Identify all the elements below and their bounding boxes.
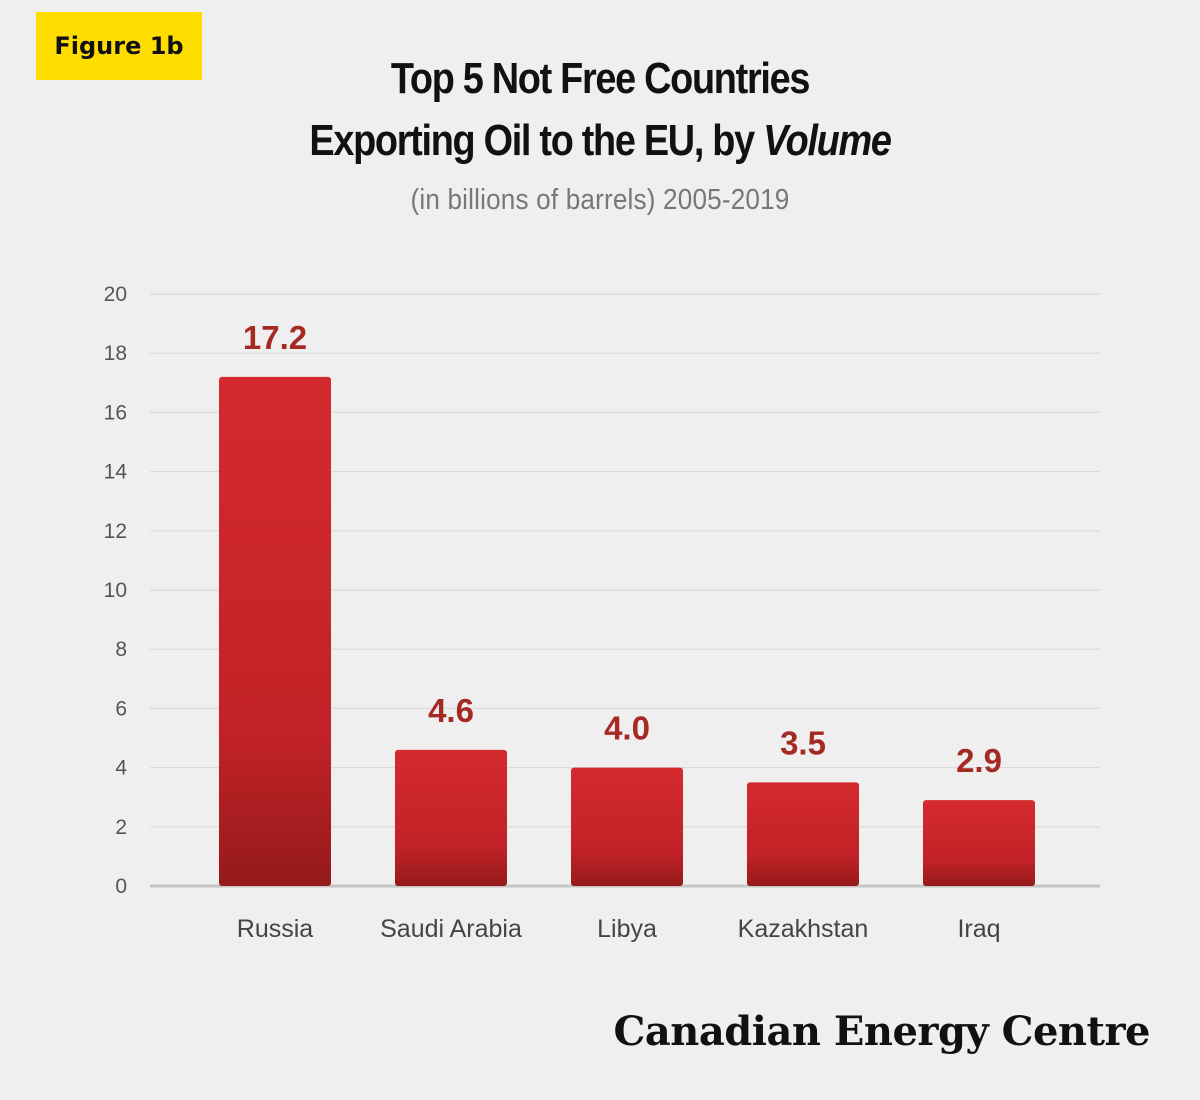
bar-chart: 0 2 4 6 8 10 12 14 16 18 20 17.2 Russia 4.6 Saudi Ara… — [104, 283, 1100, 943]
bar-iraq — [923, 800, 1035, 886]
brand-logo-text: Canadian Energy Centre — [613, 1008, 1151, 1055]
y-tick-label: 8 — [115, 638, 127, 661]
y-tick-label: 16 — [104, 401, 127, 424]
value-label: 4.0 — [604, 710, 650, 747]
bar-saudi-arabia — [395, 749, 507, 886]
bar-labels: 17.2 Russia 4.6 Saudi Arabia 4.0 Libya 3.5 Kaza… — [237, 319, 1002, 943]
y-tick-label: 2 — [115, 816, 127, 839]
chart-title-line-2: Exporting Oil to the EU, by Volume — [84, 116, 1116, 166]
y-tick-label: 10 — [104, 579, 127, 602]
chart-title-line-2-text: Exporting Oil to the EU, by — [309, 116, 764, 165]
value-label: 17.2 — [243, 319, 307, 356]
x-tick-label: Libya — [597, 915, 657, 943]
x-tick-label: Iraq — [957, 915, 1000, 943]
y-tick-label: 14 — [104, 461, 128, 484]
x-tick-label: Saudi Arabia — [380, 915, 522, 943]
x-tick-label: Kazakhstan — [738, 915, 869, 943]
bar-russia — [219, 376, 331, 886]
chart-title-emphasis: Volume — [763, 116, 892, 165]
y-tick-label: 4 — [115, 757, 127, 780]
y-tick-label: 6 — [115, 697, 127, 720]
chart-subtitle: (in billions of barrels) 2005-2019 — [410, 184, 790, 216]
y-tick-label: 20 — [104, 283, 127, 306]
y-tick-label: 18 — [104, 342, 127, 365]
bar-kazakhstan — [747, 782, 859, 886]
y-tick-label: 12 — [104, 520, 127, 543]
figure-badge: Figure 1b — [36, 12, 202, 80]
figure-badge-label: Figure 1b — [54, 32, 184, 60]
bar-libya — [571, 767, 683, 886]
value-label: 3.5 — [780, 724, 826, 761]
y-axis: 0 2 4 6 8 10 12 14 16 18 20 — [104, 283, 128, 898]
value-label: 4.6 — [428, 692, 474, 729]
x-tick-label: Russia — [237, 915, 314, 943]
value-label: 2.9 — [956, 742, 1002, 779]
y-tick-label: 0 — [115, 875, 127, 898]
bars — [219, 376, 1035, 886]
chart-title-line-1: Top 5 Not Free Countries — [390, 54, 811, 103]
